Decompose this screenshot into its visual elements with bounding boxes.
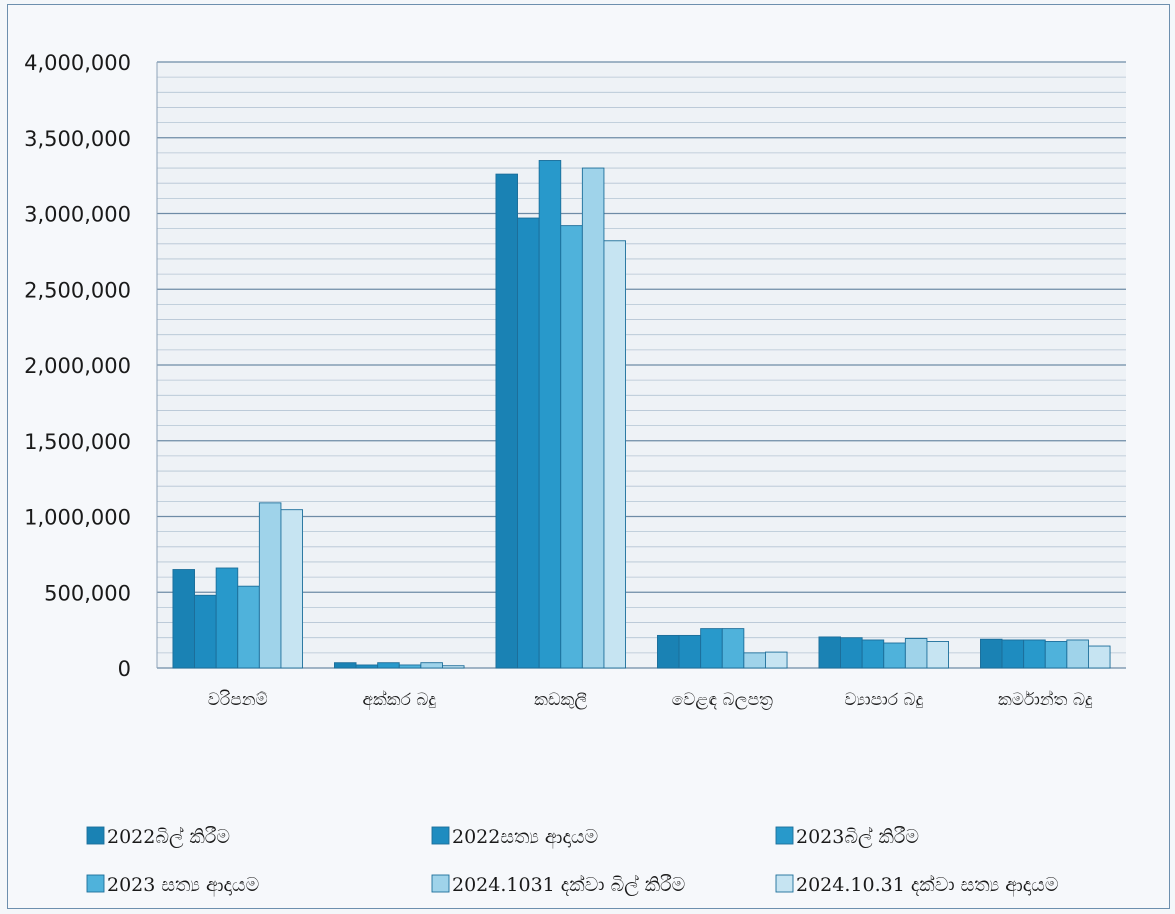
legend-label: 2024.10.31 දක්වා සත්‍ය ආදායම [796, 874, 1059, 897]
legend-label: 2024.1031 දක්වා බිල් කිරීම [452, 874, 685, 896]
y-axis-ticks: 0 500,000 1,000,000 1,500,000 2,000,000 2,500… [24, 51, 131, 681]
x-tick-label: අක්කර බදු [363, 690, 437, 711]
bar [904, 638, 928, 669]
bar [334, 662, 357, 669]
bar [980, 638, 1003, 669]
y-tick-label: 4,000,000 [24, 51, 131, 75]
bar [495, 173, 519, 669]
bar [1044, 641, 1068, 669]
bar [926, 641, 950, 669]
legend-swatch [775, 826, 794, 845]
legend-label: 2023බිල් කිරීම [796, 826, 919, 848]
legend-label: 2022සත්‍ය ආදායම [452, 826, 598, 849]
bar [258, 502, 282, 669]
bar [657, 634, 680, 669]
bar [172, 569, 195, 669]
legend-swatch [775, 874, 794, 893]
legend: 2022බිල් කිරීම 2022සත්‍ය ආදායම 2023බිල් කි… [86, 826, 1059, 897]
bar [398, 664, 422, 669]
bar [560, 225, 583, 669]
legend-swatch [86, 826, 105, 845]
y-tick-label: 3,500,000 [24, 127, 131, 151]
legend-swatch [431, 826, 450, 845]
legend-label: 2023 සත්‍ය ආදායම [107, 874, 259, 897]
y-tick-label: 500,000 [44, 581, 131, 605]
bar [700, 628, 723, 669]
bar [377, 662, 400, 669]
x-tick-label: කඩකුලී [534, 690, 587, 710]
y-tick-label: 0 [118, 657, 131, 681]
gridlines [156, 61, 1126, 669]
y-tick-label: 2,500,000 [24, 278, 131, 302]
x-tick-label: වරිපනම් [208, 690, 268, 710]
bar [765, 651, 788, 669]
bar [883, 642, 906, 669]
legend-swatch [431, 874, 450, 893]
bar [840, 637, 863, 669]
bar [581, 167, 605, 669]
bar [237, 585, 260, 669]
bar [678, 634, 702, 669]
bar [1087, 645, 1111, 669]
x-axis-ticks: වරිපනම් අක්කර බදු කඩකුලී වෙළඳ බලපත්‍ර ව්‍යාප… [208, 690, 1093, 711]
bar [194, 594, 217, 669]
legend-swatch [86, 874, 105, 893]
bar [215, 567, 239, 669]
x-tick-label: ව්‍යාපාර බදු [844, 690, 923, 710]
bar [420, 662, 443, 669]
y-tick-label: 3,000,000 [24, 203, 131, 227]
bar [721, 628, 745, 669]
x-tick-label: කර්මාන්ත බදු [998, 690, 1093, 710]
bar [818, 636, 842, 669]
bar [538, 160, 562, 669]
bar [280, 509, 304, 669]
legend-label: 2022බිල් කිරීම [107, 826, 230, 848]
bar [603, 240, 627, 669]
bar [1001, 639, 1025, 669]
bar [442, 665, 465, 669]
bar [355, 664, 379, 669]
x-tick-label: වෙළඳ බලපත්‍ර [672, 690, 774, 710]
y-tick-label: 2,000,000 [24, 354, 131, 378]
bar [1023, 639, 1046, 669]
bar [1066, 639, 1089, 669]
y-tick-label: 1,500,000 [24, 430, 131, 454]
bar [743, 652, 766, 669]
bar [861, 639, 885, 669]
bars [172, 160, 1111, 669]
bar [517, 217, 540, 669]
y-tick-label: 1,000,000 [24, 506, 131, 530]
